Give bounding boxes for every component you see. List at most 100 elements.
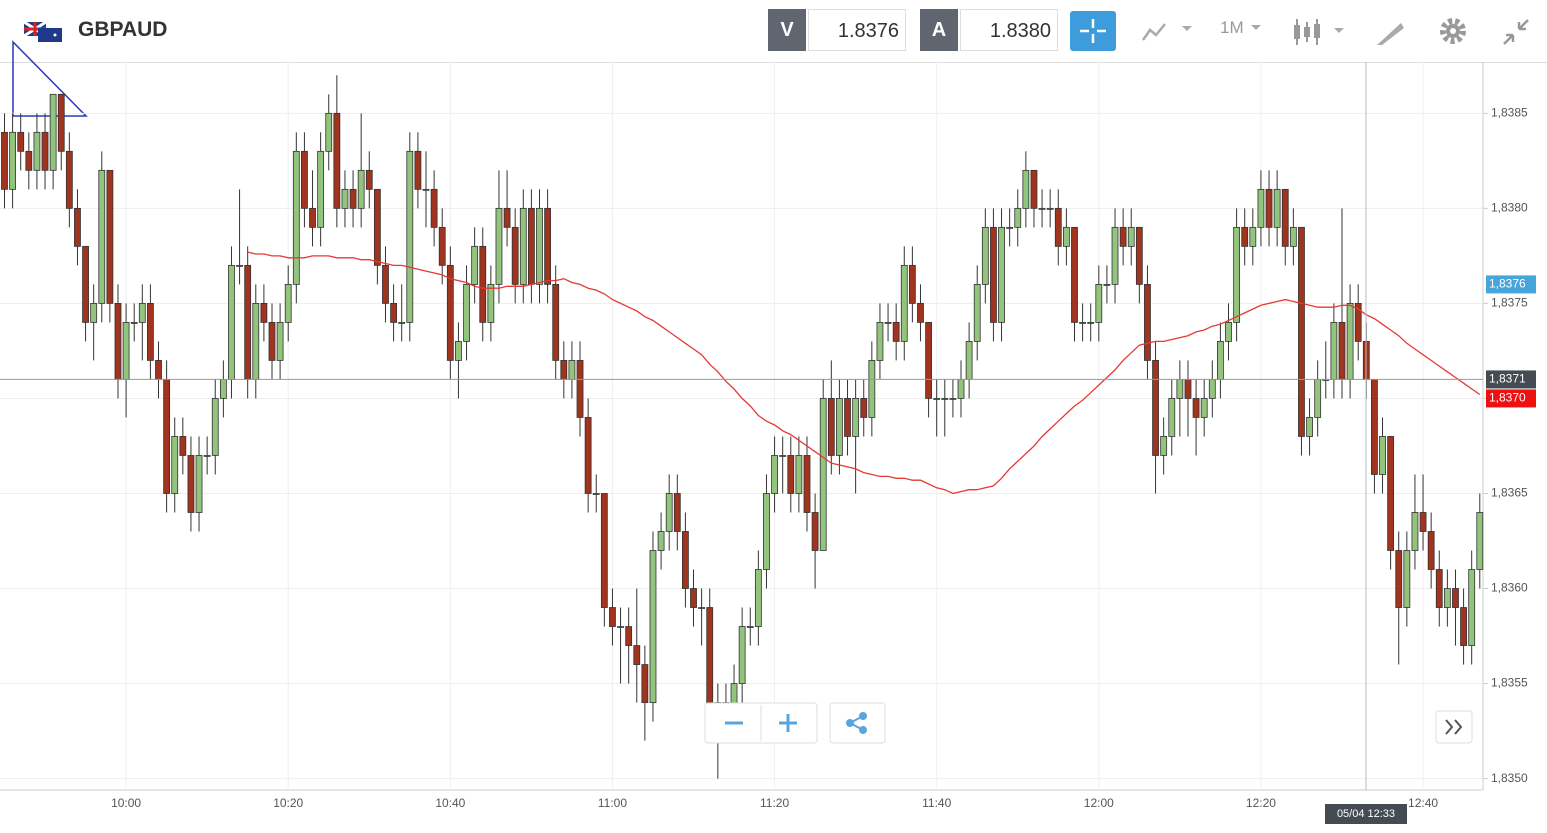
candle-body: [1071, 226, 1078, 323]
candle-body: [1006, 226, 1014, 229]
ask-price[interactable]: 1.8380: [960, 9, 1058, 51]
candle-body: [414, 150, 422, 190]
share-button[interactable]: [829, 702, 886, 744]
candle-body: [584, 417, 592, 494]
candle-body: [1411, 512, 1419, 551]
candle-body: [698, 607, 706, 609]
candle-button[interactable]: [1292, 16, 1348, 48]
candle-body: [1233, 226, 1241, 323]
candle-body: [1208, 379, 1216, 399]
ma-last-label: 1,8370: [1489, 391, 1526, 405]
candle-body: [998, 226, 1005, 323]
candle-body: [195, 455, 203, 513]
candle-body: [1103, 283, 1111, 286]
candle-body: [1168, 398, 1176, 437]
candle-body: [933, 398, 941, 400]
bid-price[interactable]: 1.8376: [808, 9, 906, 51]
candle-body: [633, 645, 641, 665]
candle-body: [617, 626, 624, 628]
candle-body: [236, 264, 243, 267]
candle-body: [917, 302, 924, 323]
candle-body: [1014, 207, 1022, 228]
candle-body: [787, 455, 795, 494]
candle-body: [1225, 322, 1232, 342]
candle-body: [1354, 302, 1362, 342]
candle-body: [471, 245, 479, 285]
last-price-label-box: [1486, 275, 1536, 294]
candle-body: [544, 207, 552, 285]
candle-body: [268, 322, 276, 361]
chart-type-button[interactable]: [1140, 18, 1196, 46]
candle-body: [779, 455, 787, 457]
candle-body: [884, 322, 892, 324]
candle-body: [803, 455, 811, 513]
candle-body: [487, 283, 495, 323]
candle-body: [682, 531, 689, 589]
drawing-button[interactable]: [1374, 18, 1406, 48]
candle-body: [1452, 588, 1459, 608]
candle-body: [1371, 379, 1378, 475]
candle-body: [527, 207, 535, 285]
candle-body: [657, 531, 665, 551]
candle-body: [795, 455, 803, 494]
candle-body: [1298, 226, 1305, 437]
candle-body: [1111, 226, 1119, 285]
candle-body: [1030, 169, 1038, 209]
candle-body: [422, 188, 430, 191]
y-tick-label: 1,8355: [1491, 676, 1528, 690]
candle-body: [1395, 550, 1403, 608]
y-tick-label: 1,8365: [1491, 486, 1528, 500]
candle-body: [1265, 188, 1273, 228]
x-tick-label: 12:40: [1408, 796, 1438, 810]
candle-body: [1314, 379, 1322, 418]
candle-body: [690, 588, 697, 608]
candle-body: [82, 245, 89, 323]
last-price-label: 1,8376: [1489, 277, 1526, 291]
flag-icon: [24, 22, 62, 42]
zoom-in[interactable]: [779, 714, 797, 732]
y-tick-label: 1,8350: [1491, 771, 1528, 785]
x-tick-label: 10:40: [435, 796, 465, 810]
settings-button[interactable]: [1438, 16, 1468, 46]
drawn-triangle: [12, 40, 88, 117]
candle-body: [1087, 322, 1095, 324]
candle-body: [1184, 379, 1192, 399]
candle-body: [90, 302, 98, 323]
candle-body: [390, 302, 397, 323]
timeframe[interactable]: 1M: [1220, 18, 1244, 37]
candle-body: [187, 455, 195, 513]
candle-body: [1249, 226, 1257, 247]
candle-body: [365, 169, 373, 190]
candle-body: [349, 188, 357, 209]
candle-body: [114, 302, 122, 380]
x-tick-label: 11:20: [760, 796, 789, 810]
zoom-controls: [704, 702, 1473, 744]
candle-body: [592, 493, 600, 495]
x-axis-band: [0, 790, 1547, 833]
candle-body: [406, 150, 414, 323]
candle-body: [941, 398, 949, 400]
candle-body: [1281, 188, 1289, 247]
candle-body: [625, 626, 633, 646]
candle-body: [446, 264, 454, 361]
candle-body: [1443, 588, 1451, 608]
candle-body: [754, 569, 762, 627]
candle-body: [1200, 398, 1208, 418]
candle-body: [292, 150, 300, 285]
candle-body: [179, 436, 187, 456]
candle-body: [252, 302, 260, 380]
crosshair-button[interactable]: [1070, 11, 1116, 51]
candle-body: [973, 283, 981, 342]
candle-body: [908, 264, 916, 304]
candle-body: [876, 322, 884, 361]
scroll-right[interactable]: [1435, 710, 1473, 744]
candle-body: [301, 150, 308, 209]
candle-body: [1273, 188, 1281, 228]
collapse-button[interactable]: [1500, 17, 1532, 47]
candle-body: [373, 188, 381, 266]
candle-body: [560, 360, 568, 380]
candle-body: [57, 93, 65, 152]
candle-body: [1476, 512, 1484, 570]
symbol: GBPAUD: [78, 18, 168, 41]
candle-body: [641, 664, 649, 703]
